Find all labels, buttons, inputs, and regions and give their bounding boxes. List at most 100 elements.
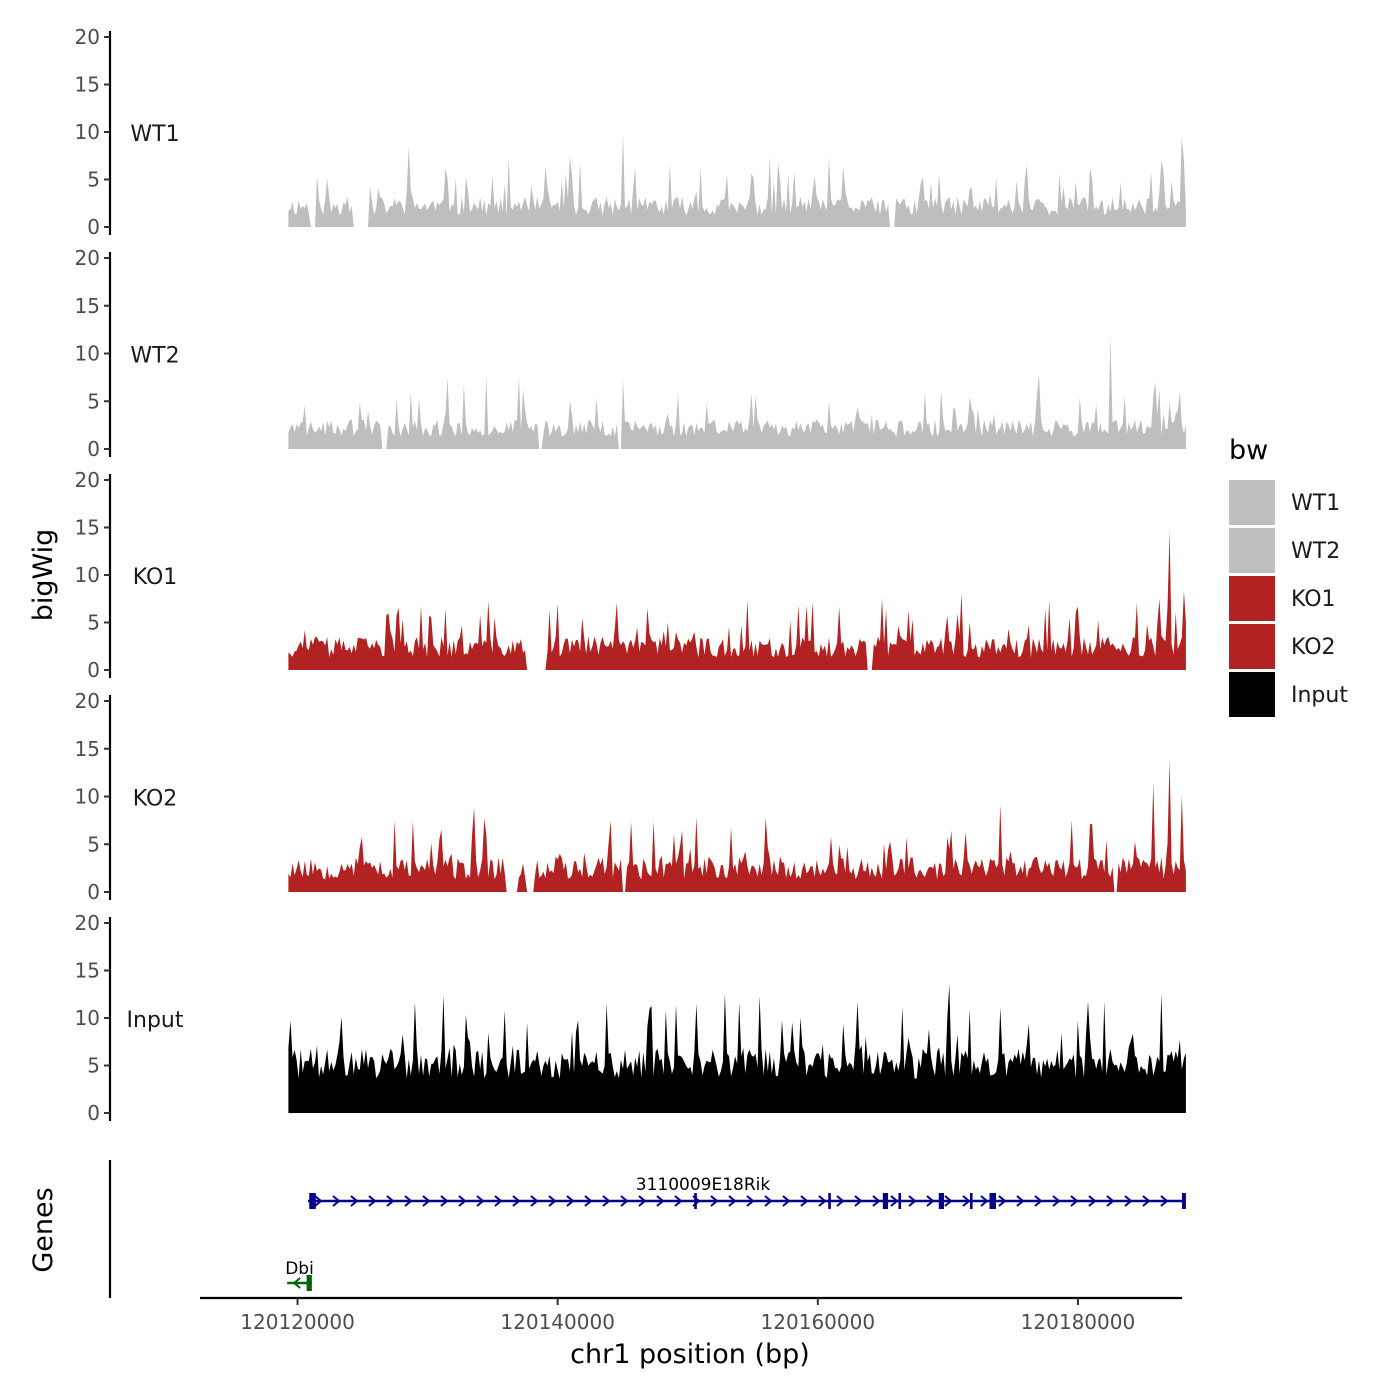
y-tick-label: 15 — [75, 516, 100, 540]
strand-chevron — [872, 1195, 881, 1207]
strand-chevron — [746, 1195, 755, 1207]
y-tick-label: 0 — [87, 658, 100, 682]
strand-chevron — [944, 1195, 953, 1207]
track-input: 0 5 10 15 20 Input — [75, 911, 1186, 1125]
y-tick-label: 15 — [75, 73, 100, 97]
legend-item-ko2: KO2 — [1229, 624, 1336, 669]
strand-chevron — [926, 1195, 935, 1207]
gene-exon — [989, 1193, 997, 1209]
y-tick-label: 20 — [75, 25, 100, 49]
gene-exon — [938, 1193, 944, 1209]
gene-exon — [306, 1275, 312, 1291]
legend-label: KO1 — [1291, 587, 1336, 612]
strand-chevron — [710, 1195, 719, 1207]
track-label: Input — [127, 1008, 184, 1033]
strand-chevron — [674, 1195, 683, 1207]
legend-item-wt1: WT1 — [1229, 480, 1340, 525]
legend-swatch — [1229, 624, 1275, 669]
x-tick-label: 120120000 — [240, 1310, 355, 1334]
x-tick-label: 120180000 — [1021, 1310, 1136, 1334]
legend-label: WT2 — [1291, 539, 1340, 564]
strand-chevron — [1142, 1195, 1151, 1207]
legend-item-input: Input — [1229, 672, 1348, 717]
y-tick-label: 5 — [87, 389, 100, 413]
y-tick-label: 10 — [75, 563, 100, 587]
legend: bw WT1 WT2 KO1 KO2 Input — [1229, 435, 1348, 717]
strand-chevron — [1034, 1195, 1043, 1207]
gene-label: Dbi — [285, 1259, 314, 1279]
strand-chevron — [728, 1195, 737, 1207]
legend-swatch — [1229, 528, 1275, 573]
strand-chevron — [602, 1195, 611, 1207]
y-tick-label: 20 — [75, 468, 100, 492]
strand-chevron — [368, 1195, 377, 1207]
legend-swatch — [1229, 576, 1275, 621]
track-label: WT2 — [130, 344, 179, 369]
strand-chevron — [350, 1195, 359, 1207]
y-tick-label: 20 — [75, 911, 100, 935]
strand-chevron — [638, 1195, 647, 1207]
strand-chevron — [890, 1195, 899, 1207]
gene-exon — [309, 1193, 316, 1209]
y-tick-label: 20 — [75, 689, 100, 713]
strand-chevron — [962, 1195, 971, 1207]
y-tick-label: 0 — [87, 215, 100, 239]
gene-exon — [828, 1193, 831, 1209]
strand-chevron — [566, 1195, 575, 1207]
strand-chevron — [1160, 1195, 1169, 1207]
strand-chevron — [512, 1195, 521, 1207]
y-tick-label: 15 — [75, 737, 100, 761]
track-wt2: 0 5 10 15 20 WT2 — [75, 246, 1186, 461]
track-wt1: 0 5 10 15 20 WT1 — [75, 25, 1186, 239]
x-tick-label: 120140000 — [500, 1310, 615, 1334]
legend-swatch — [1229, 672, 1275, 717]
strand-chevron — [548, 1195, 557, 1207]
strand-chevron — [314, 1195, 323, 1207]
x-axis: 120120000 120140000 120160000 120180000 — [200, 1296, 1182, 1334]
legend-item-ko1: KO1 — [1229, 576, 1336, 621]
legend-item-wt2: WT2 — [1229, 528, 1340, 573]
gene-track: 3110009E18Rik Dbi — [108, 1160, 1186, 1298]
y-tick-label: 5 — [87, 611, 100, 635]
gene-label: 3110009E18Rik — [636, 1175, 771, 1195]
y-tick-label: 0 — [87, 880, 100, 904]
strand-chevron — [494, 1195, 503, 1207]
y-tick-label: 0 — [87, 1101, 100, 1125]
strand-chevron — [1124, 1195, 1133, 1207]
signal-tracks: 0 5 10 15 20 WT1 0 5 10 15 20 WT2 0 5 10 15 20 KO1 0 5 10 15 2… — [75, 25, 1186, 1125]
x-tick-label: 120160000 — [761, 1310, 876, 1334]
coverage-area-ko2 — [288, 758, 1186, 892]
y-tick-label: 15 — [75, 294, 100, 318]
y-tick-label: 10 — [75, 1006, 100, 1030]
y-tick-label: 10 — [75, 120, 100, 144]
track-label: KO1 — [133, 565, 178, 590]
coverage-area-input — [288, 984, 1186, 1113]
y-tick-label: 0 — [87, 437, 100, 461]
strand-chevron — [1016, 1195, 1025, 1207]
strand-chevron — [1070, 1195, 1079, 1207]
y-tick-label: 5 — [87, 168, 100, 192]
gene-exon — [898, 1193, 902, 1209]
y-axis-title: bigWig — [28, 529, 59, 622]
gene-exon — [882, 1193, 889, 1209]
track-label: KO2 — [133, 787, 178, 812]
strand-chevron — [980, 1195, 989, 1207]
strand-chevron — [292, 1277, 301, 1289]
gene-exon — [694, 1193, 697, 1209]
y-tick-label: 20 — [75, 246, 100, 270]
strand-chevron — [332, 1195, 341, 1207]
gene-dbi: Dbi — [285, 1259, 314, 1291]
strand-chevron — [1088, 1195, 1097, 1207]
coverage-area-ko1 — [288, 530, 1186, 670]
legend-label: WT1 — [1291, 491, 1340, 516]
gene-exon — [1182, 1193, 1186, 1209]
strand-chevron — [764, 1195, 773, 1207]
strand-chevron — [530, 1195, 539, 1207]
strand-chevron — [584, 1195, 593, 1207]
x-axis-title: chr1 position (bp) — [570, 1339, 810, 1370]
strand-chevron — [1052, 1195, 1061, 1207]
y-tick-label: 10 — [75, 785, 100, 809]
strand-chevron — [854, 1195, 863, 1207]
track-ko1: 0 5 10 15 20 KO1 — [75, 468, 1186, 682]
